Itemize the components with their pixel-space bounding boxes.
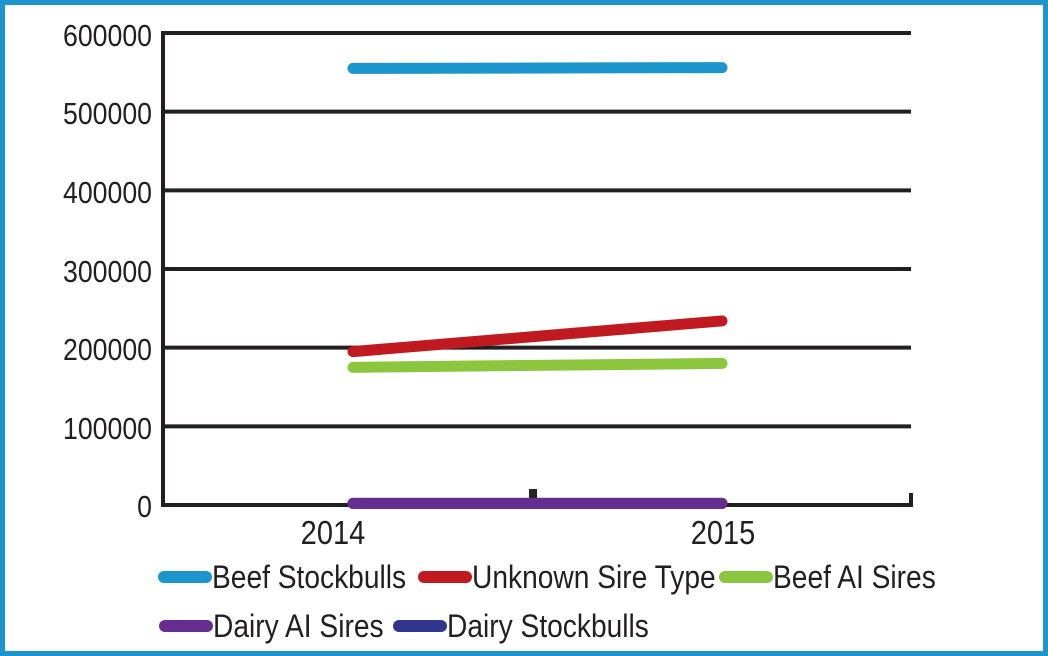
series-line-unknown-sire-type bbox=[347, 315, 728, 358]
y-tick-label: 600000 bbox=[63, 18, 152, 53]
y-tick-label: 400000 bbox=[63, 175, 152, 210]
y-tick-label: 500000 bbox=[63, 96, 152, 131]
legend-item-beef-stockbulls: Beef Stockbulls bbox=[158, 558, 433, 595]
legend-swatch-dairy-stockbulls bbox=[393, 620, 447, 632]
legend-label: Beef Stockbulls bbox=[212, 558, 407, 595]
legend-label: Unknown Sire Type bbox=[472, 558, 716, 595]
legend-label: Dairy Stockbulls bbox=[447, 607, 649, 644]
x-tick-label-2015: 2015 bbox=[690, 514, 756, 551]
legend-item-unknown-sire-type: Unknown Sire Type bbox=[418, 558, 749, 595]
x-tick-label-2014: 2014 bbox=[300, 514, 366, 551]
legend-swatch-beef-stockbulls bbox=[158, 571, 212, 583]
series-line-beef-ai-sires bbox=[347, 357, 728, 373]
y-tick-label: 300000 bbox=[63, 254, 152, 289]
y-tick-label: 200000 bbox=[63, 332, 152, 367]
y-tick-label: 0 bbox=[137, 489, 152, 524]
legend-swatch-dairy-ai-sires bbox=[159, 620, 213, 632]
legend-label: Beef AI Sires bbox=[773, 558, 936, 595]
legend-swatch-unknown-sire-type bbox=[418, 571, 472, 583]
legend-item-dairy-stockbulls: Dairy Stockbulls bbox=[393, 607, 676, 644]
legend-item-beef-ai-sires: Beef AI Sires bbox=[719, 558, 958, 595]
dairy-stockbulls-peek-mark bbox=[529, 489, 537, 498]
y-tick-label: 100000 bbox=[63, 411, 152, 446]
legend-label: Dairy AI Sires bbox=[213, 607, 384, 644]
series-line-beef-stockbulls bbox=[347, 62, 728, 74]
legend-swatch-beef-ai-sires bbox=[719, 571, 773, 583]
legend-item-dairy-ai-sires: Dairy AI Sires bbox=[159, 607, 407, 644]
